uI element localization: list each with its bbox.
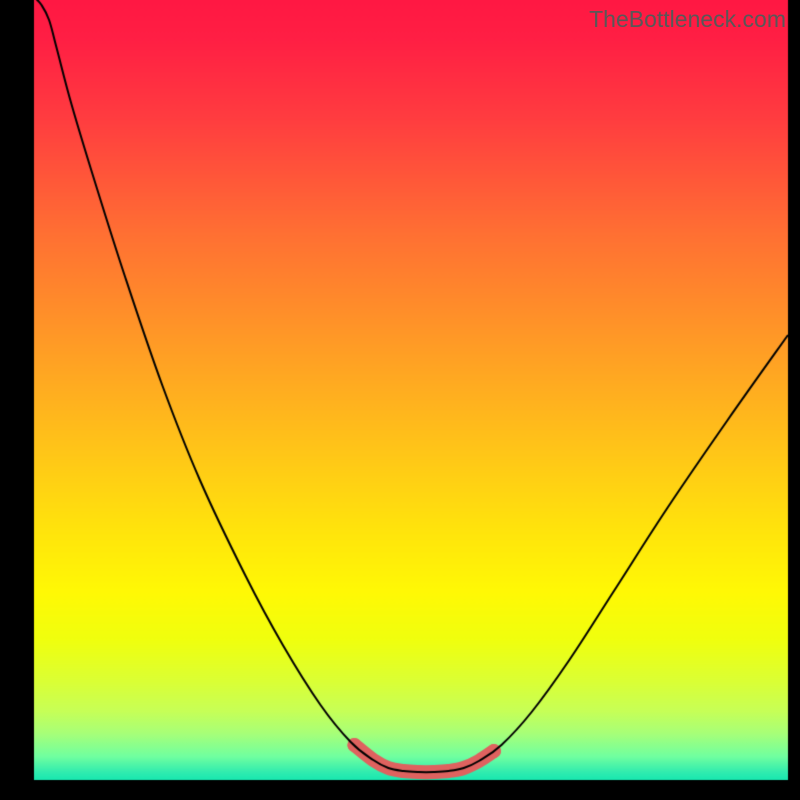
watermark-text: TheBottleneck.com — [589, 6, 786, 33]
chart-container: TheBottleneck.com — [0, 0, 800, 800]
bottleneck-curve-chart — [0, 0, 800, 800]
